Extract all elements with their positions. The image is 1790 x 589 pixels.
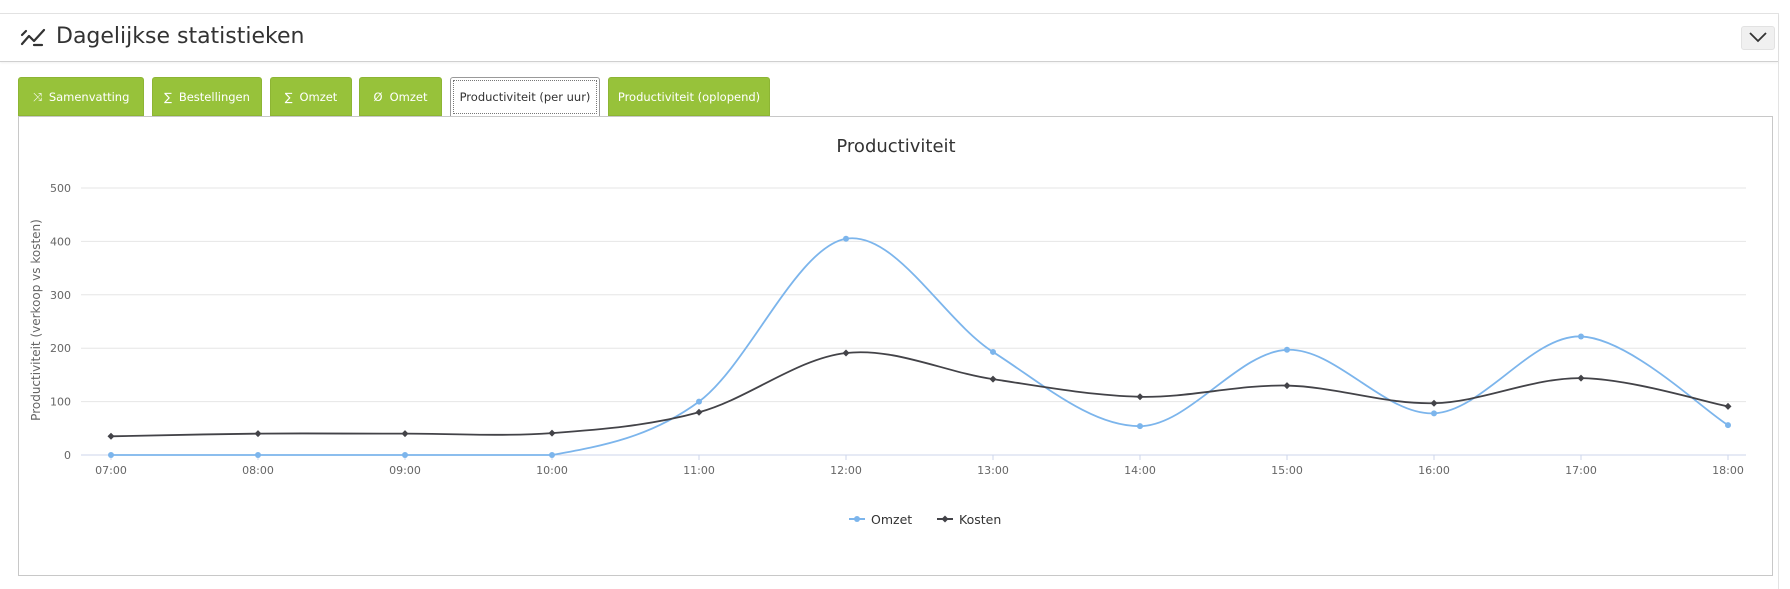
data-point[interactable] xyxy=(1578,333,1584,340)
x-tick-label: 10:00 xyxy=(536,464,568,477)
tab-productiviteit-per-uur[interactable]: Productiviteit (per uur) xyxy=(450,77,600,117)
series-line-kosten xyxy=(110,351,1729,438)
y-tick-label: 300 xyxy=(50,289,71,302)
legend-item-omzet[interactable]: Omzet xyxy=(849,512,912,527)
tab-omzet-average[interactable]: Ø Omzet xyxy=(359,77,442,116)
legend: Omzet Kosten xyxy=(849,512,1001,527)
tab-label: Productiviteit (per uur) xyxy=(459,90,591,104)
tab-label: Omzet xyxy=(389,90,428,104)
chart-container: 0 100 200 300 400 500 07:00 08:00 09:00 10:00 11:… xyxy=(18,116,1773,576)
x-tick-label: 16:00 xyxy=(1418,464,1450,477)
data-point[interactable] xyxy=(548,429,556,437)
x-tick-label: 11:00 xyxy=(683,464,715,477)
chevron-down-icon xyxy=(1749,32,1767,43)
data-point[interactable] xyxy=(401,430,409,438)
data-point[interactable] xyxy=(549,452,555,458)
data-point[interactable] xyxy=(402,452,408,458)
series-kosten xyxy=(107,349,1732,440)
y-tick-label: 400 xyxy=(50,235,71,248)
legend-marker xyxy=(941,515,949,523)
data-point[interactable] xyxy=(108,452,114,458)
panel-header: Dagelijkse statistieken xyxy=(0,14,1778,62)
data-point[interactable] xyxy=(1431,410,1437,417)
chart-title: Productiviteit xyxy=(836,136,955,157)
data-point[interactable] xyxy=(695,408,703,416)
tab-samenvatting[interactable]: ⤨ Samenvatting xyxy=(18,77,144,116)
tab-label: Omzet xyxy=(299,90,338,104)
series-omzet xyxy=(108,235,1731,458)
legend-item-kosten[interactable]: Kosten xyxy=(937,512,1001,527)
data-point[interactable] xyxy=(842,349,850,357)
data-point[interactable] xyxy=(107,432,115,440)
series-line-omzet xyxy=(110,237,1729,456)
data-point[interactable] xyxy=(1136,393,1144,401)
average-icon: Ø xyxy=(373,90,383,104)
daily-stats-panel: Dagelijkse statistieken xyxy=(0,13,1779,589)
panel-title: Dagelijkse statistieken xyxy=(56,24,305,49)
x-tick-label: 18:00 xyxy=(1712,464,1744,477)
x-tick-label: 15:00 xyxy=(1271,464,1303,477)
tab-label: Productiviteit (oplopend) xyxy=(617,90,761,104)
y-axis-label: Productiviteit (verkoop vs kosten) xyxy=(29,219,43,421)
y-tick-label: 0 xyxy=(64,449,71,462)
x-tick-label: 07:00 xyxy=(95,464,127,477)
legend-marker xyxy=(854,516,860,522)
x-tick-label: 14:00 xyxy=(1124,464,1156,477)
y-axis-ticks: 0 100 200 300 400 500 xyxy=(50,182,71,462)
data-point[interactable] xyxy=(255,452,261,458)
data-point[interactable] xyxy=(1137,423,1143,430)
x-tick-label: 13:00 xyxy=(977,464,1009,477)
data-point[interactable] xyxy=(1430,399,1438,407)
x-tick-label: 17:00 xyxy=(1565,464,1597,477)
data-point[interactable] xyxy=(1577,374,1585,382)
legend-label: Kosten xyxy=(959,512,1001,527)
x-tick-label: 12:00 xyxy=(830,464,862,477)
shuffle-icon: ⤨ xyxy=(32,90,42,104)
data-point[interactable] xyxy=(696,398,702,405)
x-tick-label: 08:00 xyxy=(242,464,274,477)
x-tick-label: 09:00 xyxy=(389,464,421,477)
data-point[interactable] xyxy=(1724,402,1732,410)
data-point[interactable] xyxy=(254,430,262,438)
sum-icon: ∑ xyxy=(164,90,172,104)
data-point[interactable] xyxy=(1725,422,1731,429)
data-point[interactable] xyxy=(989,375,997,383)
productivity-chart: 0 100 200 300 400 500 07:00 08:00 09:00 10:00 11:… xyxy=(29,136,1746,527)
data-point[interactable] xyxy=(1283,382,1291,390)
x-axis-ticks: 07:00 08:00 09:00 10:00 11:00 12:00 13:00 14:00… xyxy=(95,455,1744,477)
tab-omzet-sum[interactable]: ∑ Omzet xyxy=(270,77,352,116)
y-tick-label: 100 xyxy=(50,396,71,409)
y-tick-label: 200 xyxy=(50,342,71,355)
data-point[interactable] xyxy=(1284,346,1290,353)
line-chart-icon xyxy=(20,26,47,48)
collapse-button[interactable] xyxy=(1741,26,1775,50)
tab-productiviteit-oplopend[interactable]: Productiviteit (oplopend) xyxy=(608,77,770,116)
legend-label: Omzet xyxy=(871,512,912,527)
y-tick-label: 500 xyxy=(50,182,71,195)
series-lines xyxy=(107,235,1732,458)
grid-lines xyxy=(81,187,1746,456)
data-point[interactable] xyxy=(990,348,996,355)
tab-label: Bestellingen xyxy=(178,90,250,104)
tab-bestellingen[interactable]: ∑ Bestellingen xyxy=(152,77,262,116)
tab-label: Samenvatting xyxy=(48,90,130,104)
data-point[interactable] xyxy=(843,235,849,242)
sum-icon: ∑ xyxy=(284,90,293,104)
